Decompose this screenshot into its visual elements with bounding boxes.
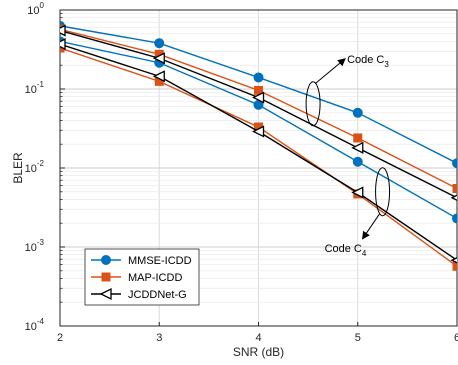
x-tick-label: 2 xyxy=(57,332,63,344)
legend: MMSE-ICDD MAP-ICDD JCDDNet-G xyxy=(84,248,200,306)
y-tick-label: 10-2 xyxy=(25,159,45,175)
data-point xyxy=(252,91,265,104)
code-c4-arrow xyxy=(362,213,380,240)
y-axis-label: BLER xyxy=(11,152,25,184)
data-point xyxy=(450,257,457,264)
code-c3-ellipse xyxy=(305,81,321,127)
data-point xyxy=(351,186,364,199)
legend-marker xyxy=(99,287,112,301)
series-jcddnet-g-c3 xyxy=(60,24,457,201)
annotation-layer: Code C3 Code C4 xyxy=(305,54,391,258)
x-axis-label: SNR (dB) xyxy=(233,345,284,359)
legend-item: JCDDNet-G xyxy=(91,287,187,301)
x-tick-label: 5 xyxy=(355,332,361,344)
legend-label: MMSE-ICDD xyxy=(128,255,192,267)
code-c4-label: Code C4 xyxy=(325,243,367,258)
data-point xyxy=(253,72,264,83)
data-point xyxy=(452,261,457,271)
tick-labels: 2 3 4 5 6 100 10-1 10-2 10-3 10-4 xyxy=(25,1,458,344)
x-tick-label: 3 xyxy=(156,332,162,344)
y-tick-label: 10-4 xyxy=(25,317,45,333)
legend-label: JCDDNet-G xyxy=(128,289,187,301)
data-point xyxy=(152,70,165,83)
x-tick-label: 6 xyxy=(454,332,458,344)
data-point xyxy=(60,24,66,37)
legend-item: MMSE-ICDD xyxy=(91,255,192,267)
series-jcddnet-g-c4 xyxy=(60,38,457,264)
y-tick-label: 10-1 xyxy=(25,80,45,96)
data-point xyxy=(152,52,165,65)
data-point xyxy=(252,125,265,138)
legend-label: MAP-ICDD xyxy=(128,272,182,284)
data-point xyxy=(353,133,363,143)
x-tick-label: 4 xyxy=(255,332,261,344)
data-point xyxy=(450,194,457,201)
code-c3-label: Code C3 xyxy=(347,54,389,69)
data-point xyxy=(154,38,165,49)
series-layer xyxy=(60,20,457,271)
legend-marker xyxy=(101,272,111,282)
data-point xyxy=(352,156,363,167)
y-tick-label: 10-3 xyxy=(25,238,45,254)
data-point xyxy=(60,38,66,51)
y-tick-label: 100 xyxy=(27,1,44,17)
legend-item: MAP-ICDD xyxy=(91,272,182,284)
series-mmse-icdd-c3 xyxy=(60,20,457,169)
data-point xyxy=(452,158,457,169)
data-point xyxy=(352,107,363,118)
legend-marker xyxy=(101,255,111,265)
code-c3-arrow xyxy=(314,58,346,85)
data-point xyxy=(452,184,457,194)
data-point xyxy=(351,141,364,154)
code-c4-ellipse xyxy=(375,167,391,217)
data-point xyxy=(452,213,457,224)
